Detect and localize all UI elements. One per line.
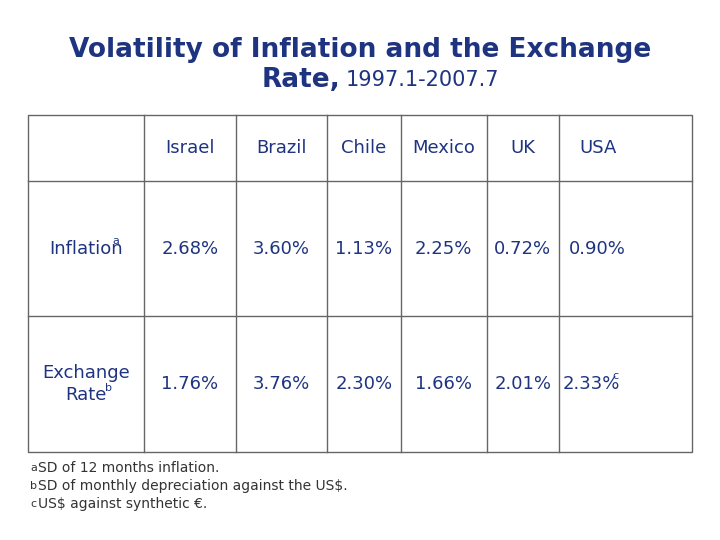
Text: c: c [613, 371, 618, 381]
Text: 2.68%: 2.68% [161, 240, 219, 258]
Text: 2.01%: 2.01% [494, 375, 552, 393]
Text: a: a [30, 463, 37, 473]
Text: 3.60%: 3.60% [253, 240, 310, 258]
Text: SD of 12 months inflation.: SD of 12 months inflation. [38, 461, 220, 475]
Text: Rate: Rate [66, 386, 107, 404]
Text: Rate,: Rate, [261, 67, 340, 93]
Text: USA: USA [579, 139, 616, 157]
Text: 1997.1-2007.7: 1997.1-2007.7 [346, 70, 500, 90]
Text: Israel: Israel [166, 139, 215, 157]
Text: US$ against synthetic €.: US$ against synthetic €. [38, 497, 207, 511]
Text: 0.90%: 0.90% [570, 240, 626, 258]
Text: 1.76%: 1.76% [161, 375, 219, 393]
Bar [28, 115, 692, 452]
Text: UK: UK [510, 139, 535, 157]
Text: Brazil: Brazil [256, 139, 307, 157]
Text: 1.13%: 1.13% [336, 240, 392, 258]
Text: 1.66%: 1.66% [415, 375, 472, 393]
Text: b: b [104, 383, 112, 393]
Text: Chile: Chile [341, 139, 387, 157]
Text: b: b [30, 481, 37, 491]
Text: SD of monthly depreciation against the US$.: SD of monthly depreciation against the U… [38, 479, 348, 493]
Text: Inflation: Inflation [49, 240, 123, 258]
Text: 3.76%: 3.76% [253, 375, 310, 393]
Text: 2.25%: 2.25% [415, 240, 472, 258]
Text: 2.30%: 2.30% [336, 375, 392, 393]
Text: Exchange: Exchange [42, 364, 130, 382]
Text: c: c [30, 499, 36, 509]
Text: a: a [112, 235, 120, 246]
Text: 0.72%: 0.72% [494, 240, 552, 258]
Text: Volatility of Inflation and the Exchange: Volatility of Inflation and the Exchange [69, 37, 651, 63]
Text: Mexico: Mexico [413, 139, 475, 157]
Text: 2.33%: 2.33% [563, 375, 621, 393]
